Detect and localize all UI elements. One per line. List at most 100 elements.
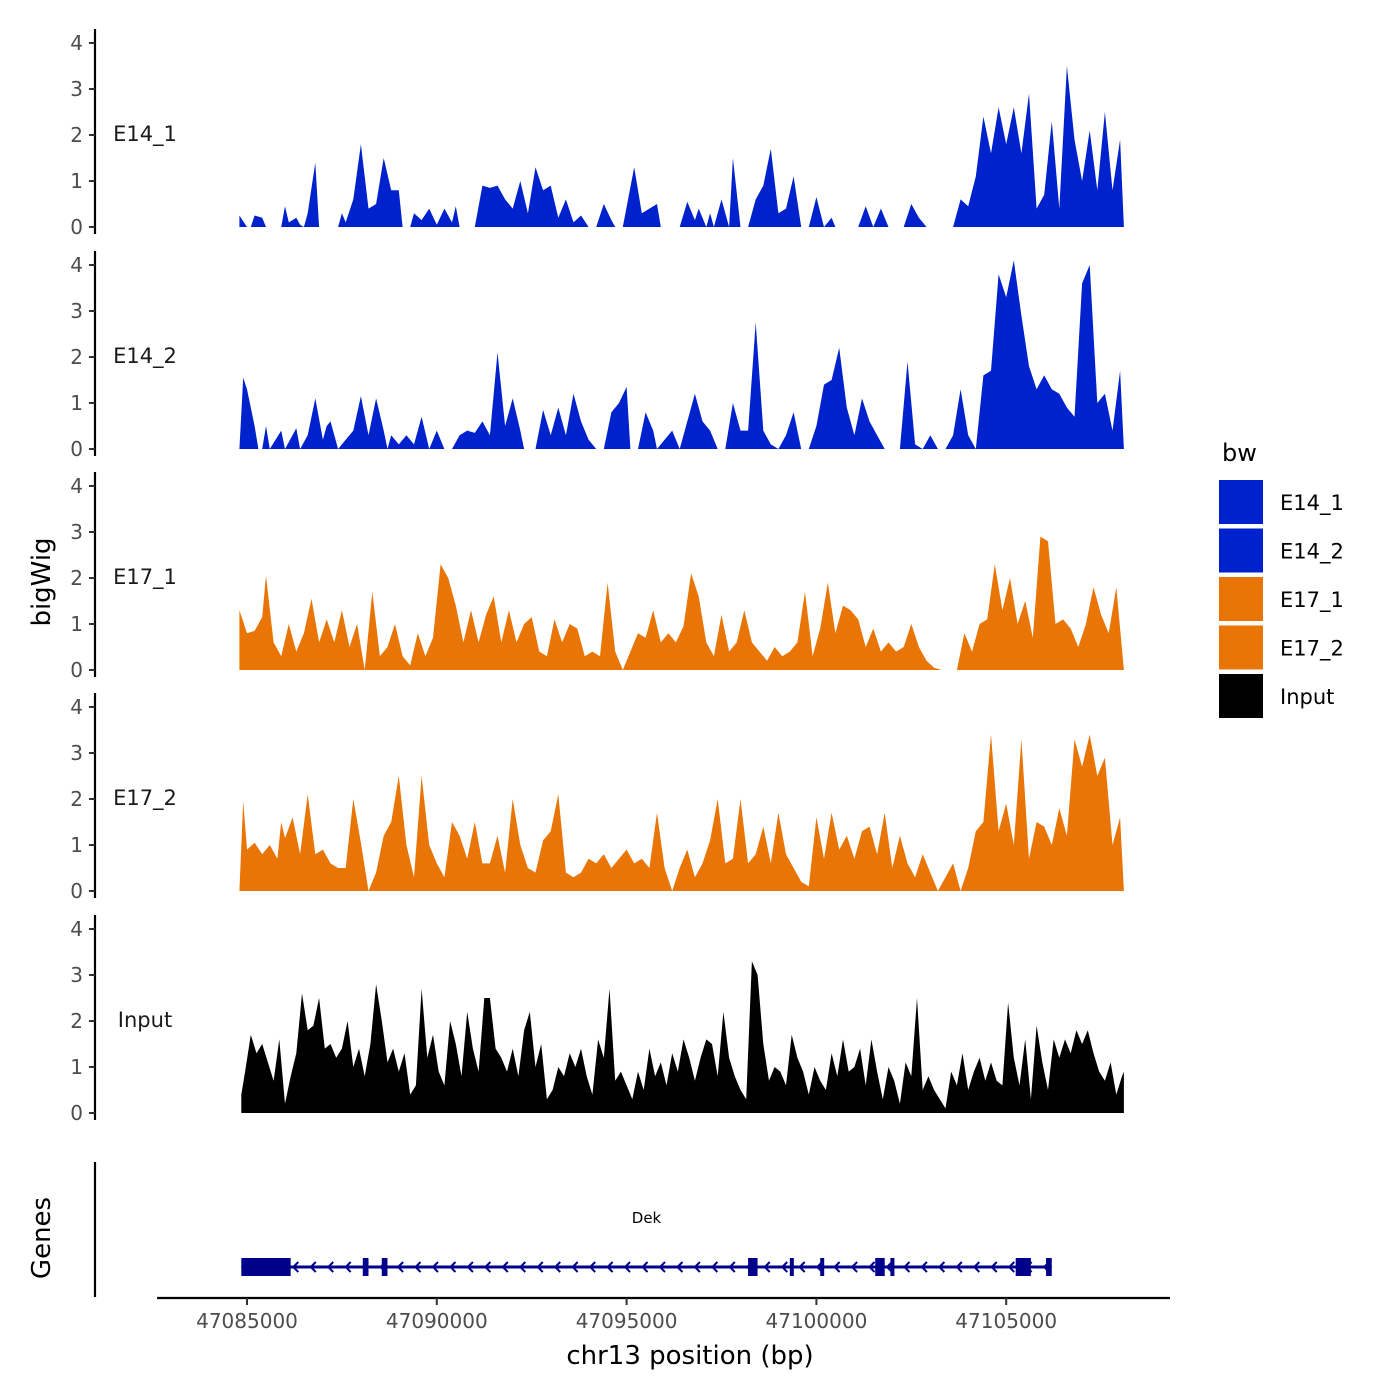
legend-swatch (1219, 577, 1263, 621)
y-tick-label: 4 (70, 695, 83, 719)
strand-arrow (309, 1261, 317, 1273)
y-tick-label: 0 (70, 879, 83, 903)
gene-exon (1046, 1258, 1052, 1276)
strand-arrow (658, 1261, 666, 1273)
legend-swatch (1219, 528, 1263, 573)
strand-arrow (344, 1261, 352, 1273)
strand-arrow (885, 1261, 893, 1273)
y-tick-label: 3 (70, 77, 83, 101)
strand-arrow (850, 1261, 858, 1273)
y-tick-label: 4 (70, 253, 83, 277)
strand-arrow (431, 1261, 439, 1273)
strand-arrow (693, 1261, 701, 1273)
y-tick-label: 1 (70, 169, 83, 193)
strand-arrow (955, 1261, 963, 1273)
y-tick-label: 1 (70, 391, 83, 415)
x-tick-label: 47090000 (386, 1309, 488, 1333)
y-tick-label: 2 (70, 345, 83, 369)
legend-label: E17_1 (1280, 588, 1344, 613)
legend-label: Input (1280, 685, 1334, 709)
strand-arrow (990, 1261, 998, 1273)
y-tick-label: 3 (70, 299, 83, 323)
strand-arrow (780, 1261, 788, 1273)
coverage-tracks: 0 1 2 3 4 E14_1 0 1 2 3 4 E14_2 0 1 2 3 4 E17_1 0 1 2 3 4 E17_2… (70, 29, 1124, 1125)
strand-arrow (518, 1261, 527, 1273)
legend: bw E14_1 E14_2 E17_1 E17_2 Input (1219, 439, 1344, 718)
y-tick-label: 4 (70, 917, 83, 941)
coverage-area-e14-2 (239, 260, 1124, 449)
legend-title: bw (1222, 439, 1257, 467)
strand-arrow (903, 1261, 911, 1273)
y-tick-label: 3 (70, 963, 83, 987)
gene-exon (890, 1258, 895, 1276)
strand-arrow (1007, 1261, 1015, 1273)
strand-arrow (623, 1261, 631, 1273)
strand-arrow (710, 1261, 719, 1273)
strand-arrow (571, 1261, 579, 1273)
strand-arrow (763, 1261, 771, 1273)
x-axis: 47085000 47090000 47095000 47100000 47105000 (157, 1296, 1170, 1333)
strand-arrow (536, 1261, 544, 1273)
coverage-area-e17-2 (239, 734, 1124, 891)
strand-arrow (326, 1261, 334, 1273)
strand-arrow (920, 1261, 928, 1273)
gene-exon (789, 1258, 794, 1276)
track-e14-2: 0 1 2 3 4 E14_2 (70, 251, 1124, 461)
legend-label: E17_2 (1280, 637, 1344, 662)
x-axis-title: chr13 position (bp) (566, 1341, 813, 1371)
legend-swatch (1219, 480, 1263, 524)
strand-arrow (553, 1261, 561, 1273)
legend-swatch (1219, 674, 1263, 718)
strand-arrow (291, 1261, 300, 1273)
coverage-area-input (241, 961, 1124, 1113)
strand-arrow (641, 1261, 649, 1273)
legend-label: E14_2 (1280, 540, 1344, 565)
gene-exon (362, 1258, 369, 1276)
gene-exon (241, 1258, 291, 1276)
gene-exon (748, 1258, 758, 1276)
track-e17-2: 0 1 2 3 4 E17_2 (70, 693, 1124, 903)
track-e14-1: 0 1 2 3 4 E14_1 (70, 29, 1124, 239)
track-label: E14_2 (113, 344, 177, 369)
y-tick-label: 0 (70, 437, 83, 461)
strand-arrow (414, 1261, 422, 1273)
y-tick-label: 0 (70, 215, 83, 239)
strand-arrow (396, 1261, 404, 1273)
y-axis-title: bigWig (27, 537, 57, 626)
strand-arrow (972, 1261, 981, 1273)
legend-swatch (1219, 625, 1263, 670)
x-tick-label: 47095000 (576, 1309, 678, 1333)
y-tick-label: 4 (70, 474, 83, 498)
strand-arrow (833, 1261, 841, 1273)
strand-arrow (868, 1261, 876, 1273)
strand-arrow (798, 1261, 806, 1273)
x-tick-label: 47100000 (766, 1309, 868, 1333)
y-tick-label: 1 (70, 612, 83, 636)
coverage-area-e17-1 (239, 536, 1124, 670)
gene-track: Dek (93, 1162, 1052, 1297)
y-tick-label: 4 (70, 31, 83, 55)
strand-arrow (449, 1261, 457, 1273)
strand-arrow (588, 1261, 596, 1273)
y-tick-label: 2 (70, 787, 83, 811)
y-tick-label: 1 (70, 833, 83, 857)
x-tick-label: 47105000 (955, 1309, 1057, 1333)
strand-arrow (728, 1261, 736, 1273)
y-tick-label: 0 (70, 658, 83, 682)
strand-arrow (676, 1261, 684, 1273)
y-tick-label: 2 (70, 123, 83, 147)
strand-arrow (937, 1261, 946, 1273)
gene-exon (381, 1258, 388, 1276)
legend-label: E14_1 (1280, 491, 1344, 516)
track-label: Input (118, 1008, 172, 1032)
strand-arrow (501, 1261, 509, 1273)
x-tick-label: 47085000 (196, 1309, 298, 1333)
strand-arrow (606, 1261, 614, 1273)
track-label: E17_2 (113, 786, 177, 811)
coverage-area-e14-1 (239, 66, 1124, 227)
gene-name-label: Dek (632, 1209, 662, 1227)
strand-arrow (466, 1261, 474, 1273)
gene-exon (1015, 1258, 1031, 1276)
track-label: E14_1 (113, 122, 177, 147)
